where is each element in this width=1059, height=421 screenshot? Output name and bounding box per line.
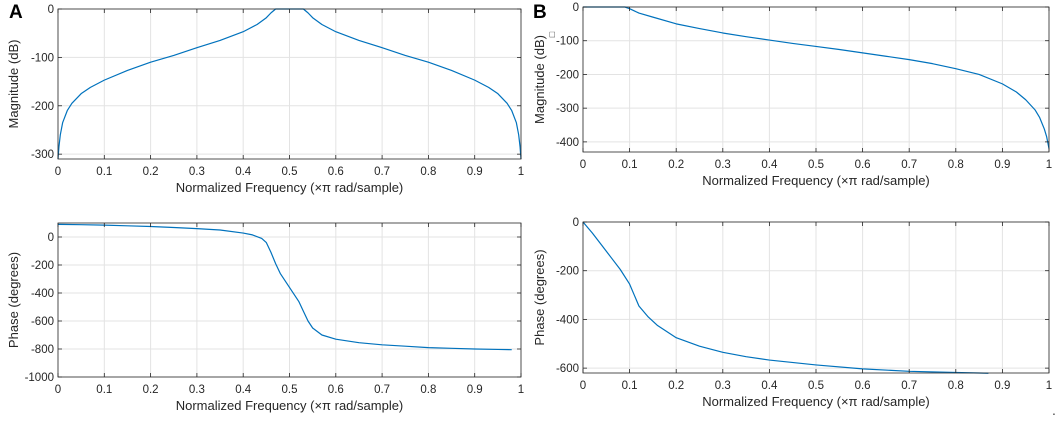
x-tick-label: 0 xyxy=(55,384,61,396)
y-tick-label: -600 xyxy=(556,363,579,375)
x-tick-label: 0.7 xyxy=(374,384,390,396)
x-tick-label: 0.4 xyxy=(235,166,252,178)
series-line-phase xyxy=(582,221,989,374)
x-tick-label: 0.1 xyxy=(96,384,112,396)
x-tick-label: 0.9 xyxy=(994,159,1010,171)
x-tick-label: 0.4 xyxy=(761,380,778,392)
x-tick-label: 0.6 xyxy=(328,384,344,396)
x-tick-label: 0.8 xyxy=(948,380,964,392)
y-tick-label: -1000 xyxy=(25,372,54,384)
y-tick-label: -300 xyxy=(556,103,579,115)
y-tick-label: -800 xyxy=(31,344,54,356)
x-tick-label: 0.7 xyxy=(901,380,917,392)
x-tick-label: 0.6 xyxy=(328,166,344,178)
series-line-magnitude xyxy=(583,6,1050,149)
series-line-phase xyxy=(57,223,512,351)
x-tick-label: 0.3 xyxy=(715,380,731,392)
y-axis-label: Phase (degrees) xyxy=(6,252,21,348)
x-tick-label: 0.6 xyxy=(855,380,871,392)
x-tick-label: 0.8 xyxy=(420,384,436,396)
x-tick-label: 1 xyxy=(518,166,524,178)
y-axis-label-marker: □ xyxy=(547,31,557,37)
x-tick-label: 0.2 xyxy=(143,166,159,178)
y-tick-label: 0 xyxy=(48,232,54,244)
x-tick-label: 0.2 xyxy=(668,159,684,171)
x-tick-label: 0 xyxy=(55,166,61,178)
y-axis-label: Magnitude (dB) xyxy=(6,40,21,129)
x-tick-label: 0.8 xyxy=(948,159,964,171)
y-axis-label: Phase (degrees) xyxy=(532,249,547,345)
x-tick-label: 0.2 xyxy=(143,384,159,396)
panel-label-b: B xyxy=(533,2,547,23)
x-tick-label: 0.4 xyxy=(761,159,778,171)
y-tick-label: -200 xyxy=(556,69,579,81)
y-tick-label: 0 xyxy=(48,4,54,16)
x-axis-label: Normalized Frequency (×π rad/sample) xyxy=(702,394,930,409)
y-tick-label: 0 xyxy=(573,217,579,229)
chart-1: 0 0.1 0.2 0.3 0.4 0.5 0.6 0.7 0.8 0.9 1 -300 -200 -10… xyxy=(6,4,524,195)
x-axis-label: Normalized Frequency (×π rad/sample) xyxy=(702,173,930,188)
x-tick-label: 0.9 xyxy=(994,380,1010,392)
y-tick-label: -300 xyxy=(31,149,54,161)
x-tick-label: 0.4 xyxy=(235,384,252,396)
x-tick-label: 0.5 xyxy=(808,159,824,171)
y-tick-label: -100 xyxy=(556,36,579,48)
y-tick-label: -400 xyxy=(556,314,579,326)
x-tick-label: 0.3 xyxy=(715,159,731,171)
x-tick-label: 1 xyxy=(1046,380,1052,392)
panel-label-a: A xyxy=(9,2,23,23)
stray-mark: . xyxy=(1052,402,1056,418)
y-tick-label: -200 xyxy=(31,260,54,272)
chart-3: 0 0.1 0.2 0.3 0.4 0.5 0.6 0.7 0.8 0.9 1 -400 -300 -20… xyxy=(532,2,1052,188)
chart-4: 0 0.1 0.2 0.3 0.4 0.5 0.6 0.7 0.8 0.9 1 -600 -400 -20… xyxy=(532,217,1052,409)
y-tick-label: -100 xyxy=(31,52,54,64)
y-tick-label: -400 xyxy=(556,137,579,149)
y-tick-label: -200 xyxy=(556,266,579,278)
y-tick-label: -200 xyxy=(31,101,54,113)
y-tick-label: -400 xyxy=(31,288,54,300)
chart-2: 0 0.1 0.2 0.3 0.4 0.5 0.6 0.7 0.8 0.9 1 -1000 -800 -6… xyxy=(6,222,524,413)
x-tick-label: 0 xyxy=(580,380,586,392)
y-tick-label: -600 xyxy=(31,316,54,328)
x-tick-label: 0.1 xyxy=(622,380,638,392)
x-tick-label: 0.5 xyxy=(282,384,298,396)
x-tick-label: 0.6 xyxy=(855,159,871,171)
x-tick-label: 0.1 xyxy=(96,166,112,178)
x-tick-label: 0.5 xyxy=(282,166,298,178)
x-tick-label: 0.3 xyxy=(189,166,205,178)
y-tick-label: 0 xyxy=(573,2,579,14)
x-tick-label: 0.1 xyxy=(622,159,638,171)
x-tick-label: 0.2 xyxy=(668,380,684,392)
x-tick-label: 0.9 xyxy=(467,384,483,396)
x-tick-label: 1 xyxy=(1046,159,1052,171)
x-tick-label: 1 xyxy=(518,384,524,396)
x-tick-label: 0.5 xyxy=(808,380,824,392)
x-tick-label: 0.9 xyxy=(467,166,483,178)
x-tick-label: 0.3 xyxy=(189,384,205,396)
x-axis-label: Normalized Frequency (×π rad/sample) xyxy=(176,398,404,413)
x-axis-label: Normalized Frequency (×π rad/sample) xyxy=(176,180,404,195)
x-tick-label: 0.7 xyxy=(374,166,390,178)
x-tick-label: 0 xyxy=(580,159,586,171)
y-axis-label: Magnitude (dB) xyxy=(532,35,547,124)
x-tick-label: 0.8 xyxy=(420,166,436,178)
x-tick-label: 0.7 xyxy=(901,159,917,171)
